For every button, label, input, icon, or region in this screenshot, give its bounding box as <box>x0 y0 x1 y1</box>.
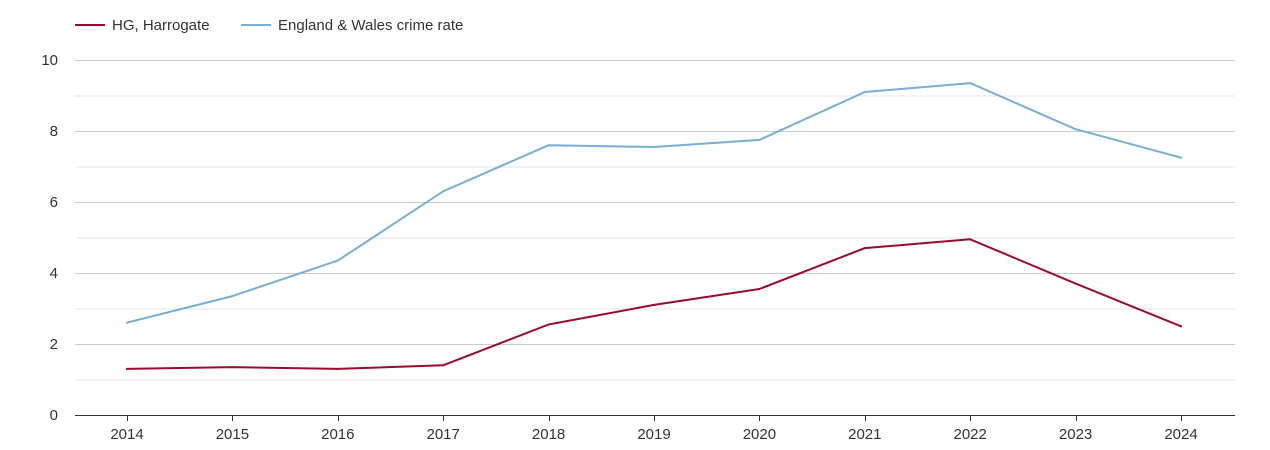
legend: HG, Harrogate England & Wales crime rate <box>75 17 463 34</box>
legend-label: England & Wales crime rate <box>278 17 463 34</box>
legend-item-0[interactable]: HG, Harrogate <box>75 17 210 34</box>
x-tick-label: 2018 <box>532 426 565 443</box>
data-point <box>653 303 655 306</box>
data-point <box>1180 156 1182 159</box>
grid-layer <box>75 60 1235 381</box>
data-point <box>126 367 128 370</box>
y-tick-label: 4 <box>50 265 58 282</box>
x-tick-label: 2022 <box>954 426 987 443</box>
data-point <box>653 145 655 148</box>
data-point <box>231 366 234 369</box>
data-point <box>442 190 445 193</box>
data-point <box>336 367 339 370</box>
y-tick-label: 6 <box>50 194 58 211</box>
legend-item-1[interactable]: England & Wales crime rate <box>241 17 463 34</box>
x-tick-label: 2017 <box>427 426 460 443</box>
y-tick-label: 2 <box>50 336 58 353</box>
data-point <box>758 287 761 290</box>
data-point <box>863 247 866 250</box>
data-point <box>1074 128 1077 131</box>
data-point <box>442 364 445 367</box>
data-point <box>863 90 866 93</box>
data-point <box>547 323 550 326</box>
data-point <box>969 82 972 85</box>
y-tick-label: 0 <box>50 407 58 424</box>
data-point <box>547 144 550 147</box>
x-tick-label: 2020 <box>743 426 776 443</box>
x-tick-label: 2024 <box>1164 426 1197 443</box>
data-point <box>758 138 761 141</box>
data-point <box>1074 282 1077 285</box>
data-point <box>336 259 339 262</box>
axis-layer: 0 2 4 6 8 10 2014 2015 2016 2017 2018 2019 2020 2021 2… <box>41 52 1235 443</box>
data-point <box>1180 325 1182 328</box>
legend-label: HG, Harrogate <box>112 17 210 34</box>
y-tick-label: 8 <box>50 123 58 140</box>
series-layer <box>126 82 1182 370</box>
data-point <box>969 238 972 241</box>
x-tick-label: 2019 <box>637 426 670 443</box>
x-tick-label: 2023 <box>1059 426 1092 443</box>
x-tick-label: 2016 <box>321 426 354 443</box>
data-point <box>231 295 234 298</box>
x-tick-label: 2014 <box>110 426 143 443</box>
x-tick-label: 2015 <box>216 426 249 443</box>
x-tick-label: 2021 <box>848 426 881 443</box>
data-point <box>126 321 128 324</box>
y-tick-label: 10 <box>41 52 58 69</box>
